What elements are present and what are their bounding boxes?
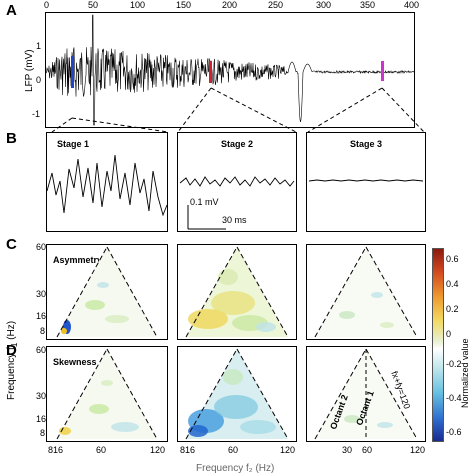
f1-label-sub: 1 — [9, 342, 19, 348]
stage1-title: Stage 1 — [57, 139, 90, 149]
d-ytick-8: 8 — [40, 428, 46, 438]
scale-mv-label: 0.1 mV — [190, 197, 219, 207]
x3-tick-30: 30 — [342, 445, 353, 455]
a-xtick-350: 350 — [360, 0, 376, 10]
panel-letter-c: C — [6, 236, 17, 253]
x2-tick-8: 816 — [180, 445, 196, 455]
skew-stage1: Skewness — [46, 346, 168, 442]
cbar-tick-0: 0 — [446, 329, 452, 339]
c-ytick-60: 60 — [36, 242, 47, 252]
a-xtick-50: 50 — [88, 0, 99, 10]
x-tick-8: 816 — [48, 445, 64, 455]
stage2-title: Stage 2 — [220, 139, 253, 149]
a-xtick-0: 0 — [44, 0, 50, 10]
cbar-tick-minus0.4: -0.4 — [446, 393, 462, 403]
frequency-f1-ylabel: Frequency f1 (Hz) — [6, 321, 19, 400]
x-tick-120: 120 — [150, 445, 166, 455]
a-ytick-minus1: -1 — [32, 109, 41, 119]
x3-tick-120: 120 — [410, 445, 426, 455]
asym-stage1: Asymmetry — [46, 244, 168, 340]
a-xtick-300: 300 — [316, 0, 332, 10]
scale-ms-label: 30 ms — [222, 215, 247, 225]
skewness-title: Skewness — [53, 357, 97, 367]
stage3-title: Stage 3 — [349, 139, 382, 149]
skew-stage3: Octant 2 Octant 1 fx+fy=120 — [306, 346, 426, 442]
x2-tick-120: 120 — [280, 445, 296, 455]
cbar-tick-0.4: 0.4 — [446, 279, 459, 289]
a-ytick-1: 1 — [36, 41, 42, 51]
colorbar-label: Normalized value — [460, 338, 470, 408]
asym-stage3 — [306, 244, 426, 340]
stage2-marker — [209, 61, 212, 83]
c-ytick-30: 30 — [36, 289, 47, 299]
a-xtick-250: 250 — [268, 0, 284, 10]
stage1-trace — [46, 154, 168, 217]
d-ytick-16: 16 — [36, 414, 47, 424]
stage2-trace — [179, 176, 295, 187]
stage3-marker — [381, 61, 384, 81]
cbar-tick-minus0.6: -0.6 — [446, 427, 462, 437]
a-xtick-100: 100 — [130, 0, 146, 10]
c-ytick-16: 16 — [36, 311, 47, 321]
cbar-tick-0.2: 0.2 — [446, 304, 459, 314]
asymmetry-title: Asymmetry — [53, 255, 103, 265]
f1-label-unit: (Hz) — [6, 320, 17, 343]
x3-tick-60: 60 — [362, 445, 373, 455]
lfp-trace — [45, 14, 415, 126]
asym-stage2 — [177, 244, 297, 340]
stage3-box: Stage 3 — [306, 132, 426, 232]
stage2-box: Stage 2 0.1 mV 30 ms — [177, 132, 297, 232]
a-ytick-0: 0 — [36, 75, 42, 85]
cbar-tick-0.6: 0.6 — [446, 254, 459, 264]
a-xtick-200: 200 — [222, 0, 238, 10]
a-xtick-400: 400 — [404, 0, 420, 10]
x-tick-60: 60 — [96, 445, 107, 455]
a-xtick-150: 150 — [176, 0, 192, 10]
cbar-tick-minus0.2: -0.2 — [446, 359, 462, 369]
panel-letter-b: B — [6, 130, 17, 147]
panel-a-ylabel: LFP (mV) — [24, 49, 35, 92]
stage3-trace — [308, 179, 424, 182]
d-ytick-30: 30 — [36, 391, 47, 401]
stage1-box: Stage 1 — [46, 132, 168, 232]
panel-a-plot — [45, 12, 415, 128]
f1-label-text: Frequency f — [6, 347, 17, 400]
x2-tick-60: 60 — [228, 445, 239, 455]
stage1-marker — [71, 56, 74, 88]
c-ytick-8: 8 — [40, 326, 46, 336]
bottom-xlabel-partial: Frequency f₂ (Hz) — [196, 463, 275, 474]
skew-stage2 — [177, 346, 297, 442]
d-ytick-60: 60 — [36, 345, 47, 355]
panel-letter-d: D — [6, 342, 17, 359]
panel-letter-a: A — [6, 2, 17, 19]
colorbar — [432, 248, 444, 442]
